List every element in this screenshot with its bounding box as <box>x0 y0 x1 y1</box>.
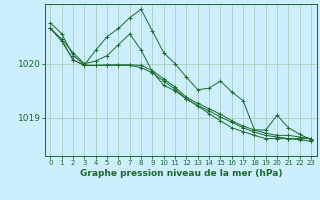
X-axis label: Graphe pression niveau de la mer (hPa): Graphe pression niveau de la mer (hPa) <box>80 169 282 178</box>
